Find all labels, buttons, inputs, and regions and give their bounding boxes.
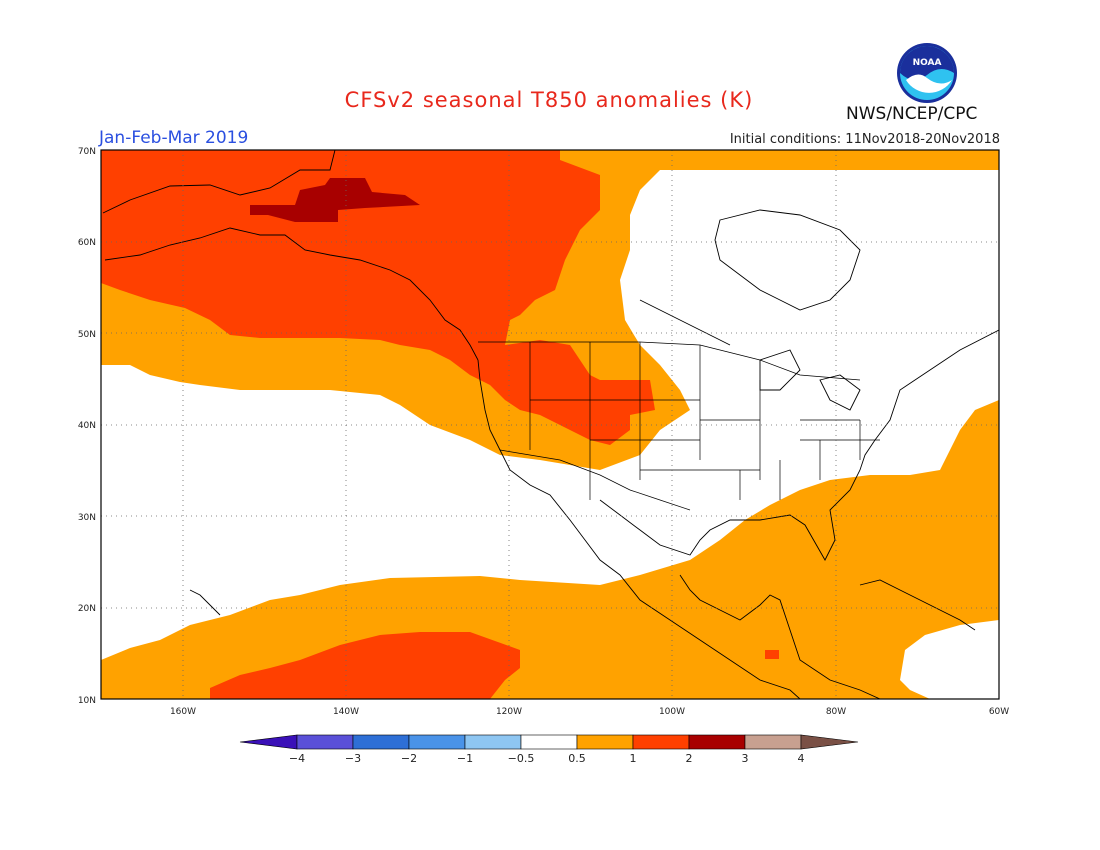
coastlines — [102, 150, 999, 699]
colorbar-segment — [576, 734, 634, 750]
colorbar-tick-label: 1 — [630, 752, 637, 765]
lat-label: 30N — [78, 513, 96, 523]
colorbar-segment — [632, 734, 690, 750]
colorbar-tick-label: 0.5 — [568, 752, 586, 765]
anomaly-fill — [101, 150, 999, 699]
colorbar-tick-label: 2 — [686, 752, 693, 765]
colorbar-tick-label: −1 — [457, 752, 473, 765]
anomaly-region-1-2-rockies — [570, 380, 655, 415]
lat-label: 50N — [78, 330, 96, 340]
longitude-labels: 160W 140W 120W 100W 80W 60W — [170, 707, 1009, 717]
colorbar-tick-label: 4 — [798, 752, 805, 765]
season-label: Jan-Feb-Mar 2019 — [99, 128, 249, 148]
colorbar-segment — [464, 734, 522, 750]
anomaly-region-1-2-north — [101, 150, 630, 445]
colorbar-tick-label: −3 — [345, 752, 361, 765]
colorbar-segment — [520, 734, 578, 750]
lat-label: 60N — [78, 238, 96, 248]
svg-text:NOAA: NOAA — [913, 58, 942, 68]
colorbar-segment — [688, 734, 746, 750]
lon-label: 140W — [333, 707, 359, 717]
agency-label: NWS/NCEP/CPC — [846, 104, 978, 124]
anomaly-region-2-3-alaska — [250, 178, 420, 222]
lon-label: 160W — [170, 707, 196, 717]
lon-label: 120W — [496, 707, 522, 717]
lon-label: 60W — [989, 707, 1009, 717]
colorbar-tick-label: −4 — [289, 752, 305, 765]
plot-frame — [100, 149, 1000, 700]
colorbar-arrow-high — [800, 734, 859, 750]
lon-label: 100W — [659, 707, 685, 717]
lon-label: 80W — [826, 707, 846, 717]
colorbar: −4 −3 −2 −1 −0.5 0.5 1 2 3 4 — [239, 734, 859, 765]
colorbar-segment — [744, 734, 802, 750]
noaa-logo-icon: NOAA — [897, 43, 957, 103]
map-title: CFSv2 seasonal T850 anomalies (K) — [344, 88, 754, 112]
colorbar-segment — [408, 734, 466, 750]
colorbar-segment — [296, 734, 354, 750]
anomaly-region-1-2-central-america — [765, 650, 779, 659]
initial-conditions-label: Initial conditions: 11Nov2018-20Nov2018 — [729, 132, 1000, 147]
colorbar-tick-label: −2 — [401, 752, 417, 765]
lat-label: 10N — [78, 696, 96, 706]
colorbar-tick-label: −0.5 — [508, 752, 535, 765]
political-borders — [478, 341, 880, 511]
lat-label: 40N — [78, 421, 96, 431]
colorbar-segment — [352, 734, 410, 750]
lat-label: 70N — [78, 147, 96, 157]
latitude-labels: 10N 20N 30N 40N 50N 60N 70N — [78, 147, 96, 706]
colorbar-arrow-low — [239, 734, 298, 750]
lat-label: 20N — [78, 604, 96, 614]
anomaly-region-1-2-south — [210, 632, 520, 699]
colorbar-tick-label: 3 — [742, 752, 749, 765]
anomaly-region-0p5-1-south — [101, 400, 999, 699]
